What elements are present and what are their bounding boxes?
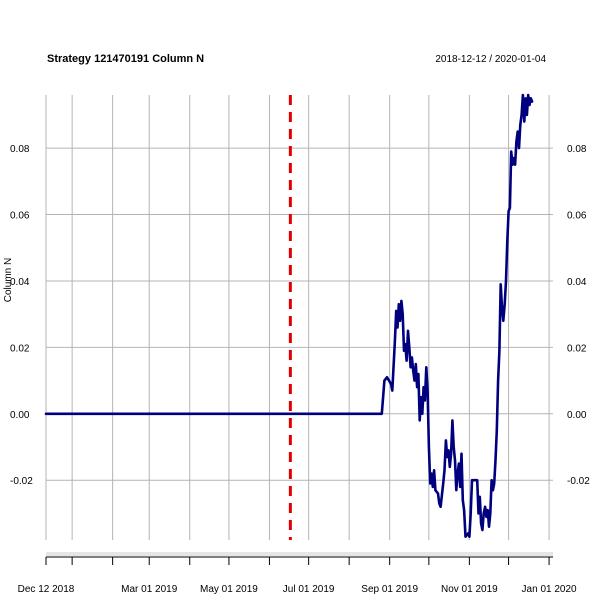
x-tick-label: Dec 12 2018 [18,584,75,595]
y-gridlines [46,147,553,481]
y-tick-labels-left: -0.02 0.00 0.02 0.04 0.06 0.08 [10,144,33,487]
chart-title: Strategy 121470191 Column N [47,53,204,65]
x-gridlines [45,95,550,540]
date-range-label: 2018-12-12 / 2020-01-04 [435,54,546,65]
y-tick-label: 0.02 [567,343,587,354]
y-axis-label: Column N [3,258,14,302]
x-tick-label: Mar 01 2019 [121,584,178,595]
y-tick-label: 0.08 [10,144,30,155]
x-axis-band [46,552,553,556]
y-tick-label: 0.04 [567,277,587,288]
series-group [44,93,534,539]
y-tick-label: -0.02 [567,476,590,487]
series-line [44,93,534,539]
y-tick-label: 0.04 [10,277,30,288]
y-tick-label: 0.06 [567,211,587,222]
x-tick-label: Jul 01 2019 [283,584,335,595]
y-tick-label: 0.02 [10,343,30,354]
x-tick-label: Sep 01 2019 [361,584,418,595]
x-tick-label: May 01 2019 [200,584,258,595]
y-tick-label: 0.06 [10,211,30,222]
x-tick-label: Jan 01 2020 [522,584,577,595]
x-axis: Dec 12 2018 Mar 01 2019 May 01 2019 Jul 01 … [18,552,577,595]
y-tick-label: 0.00 [10,410,30,421]
x-tick-label: Nov 01 2019 [441,584,498,595]
y-tick-labels-right: -0.02 0.00 0.02 0.04 0.06 0.08 [567,144,590,487]
y-tick-label: 0.08 [567,144,587,155]
y-tick-label: 0.00 [567,410,587,421]
y-tick-label: -0.02 [10,476,33,487]
